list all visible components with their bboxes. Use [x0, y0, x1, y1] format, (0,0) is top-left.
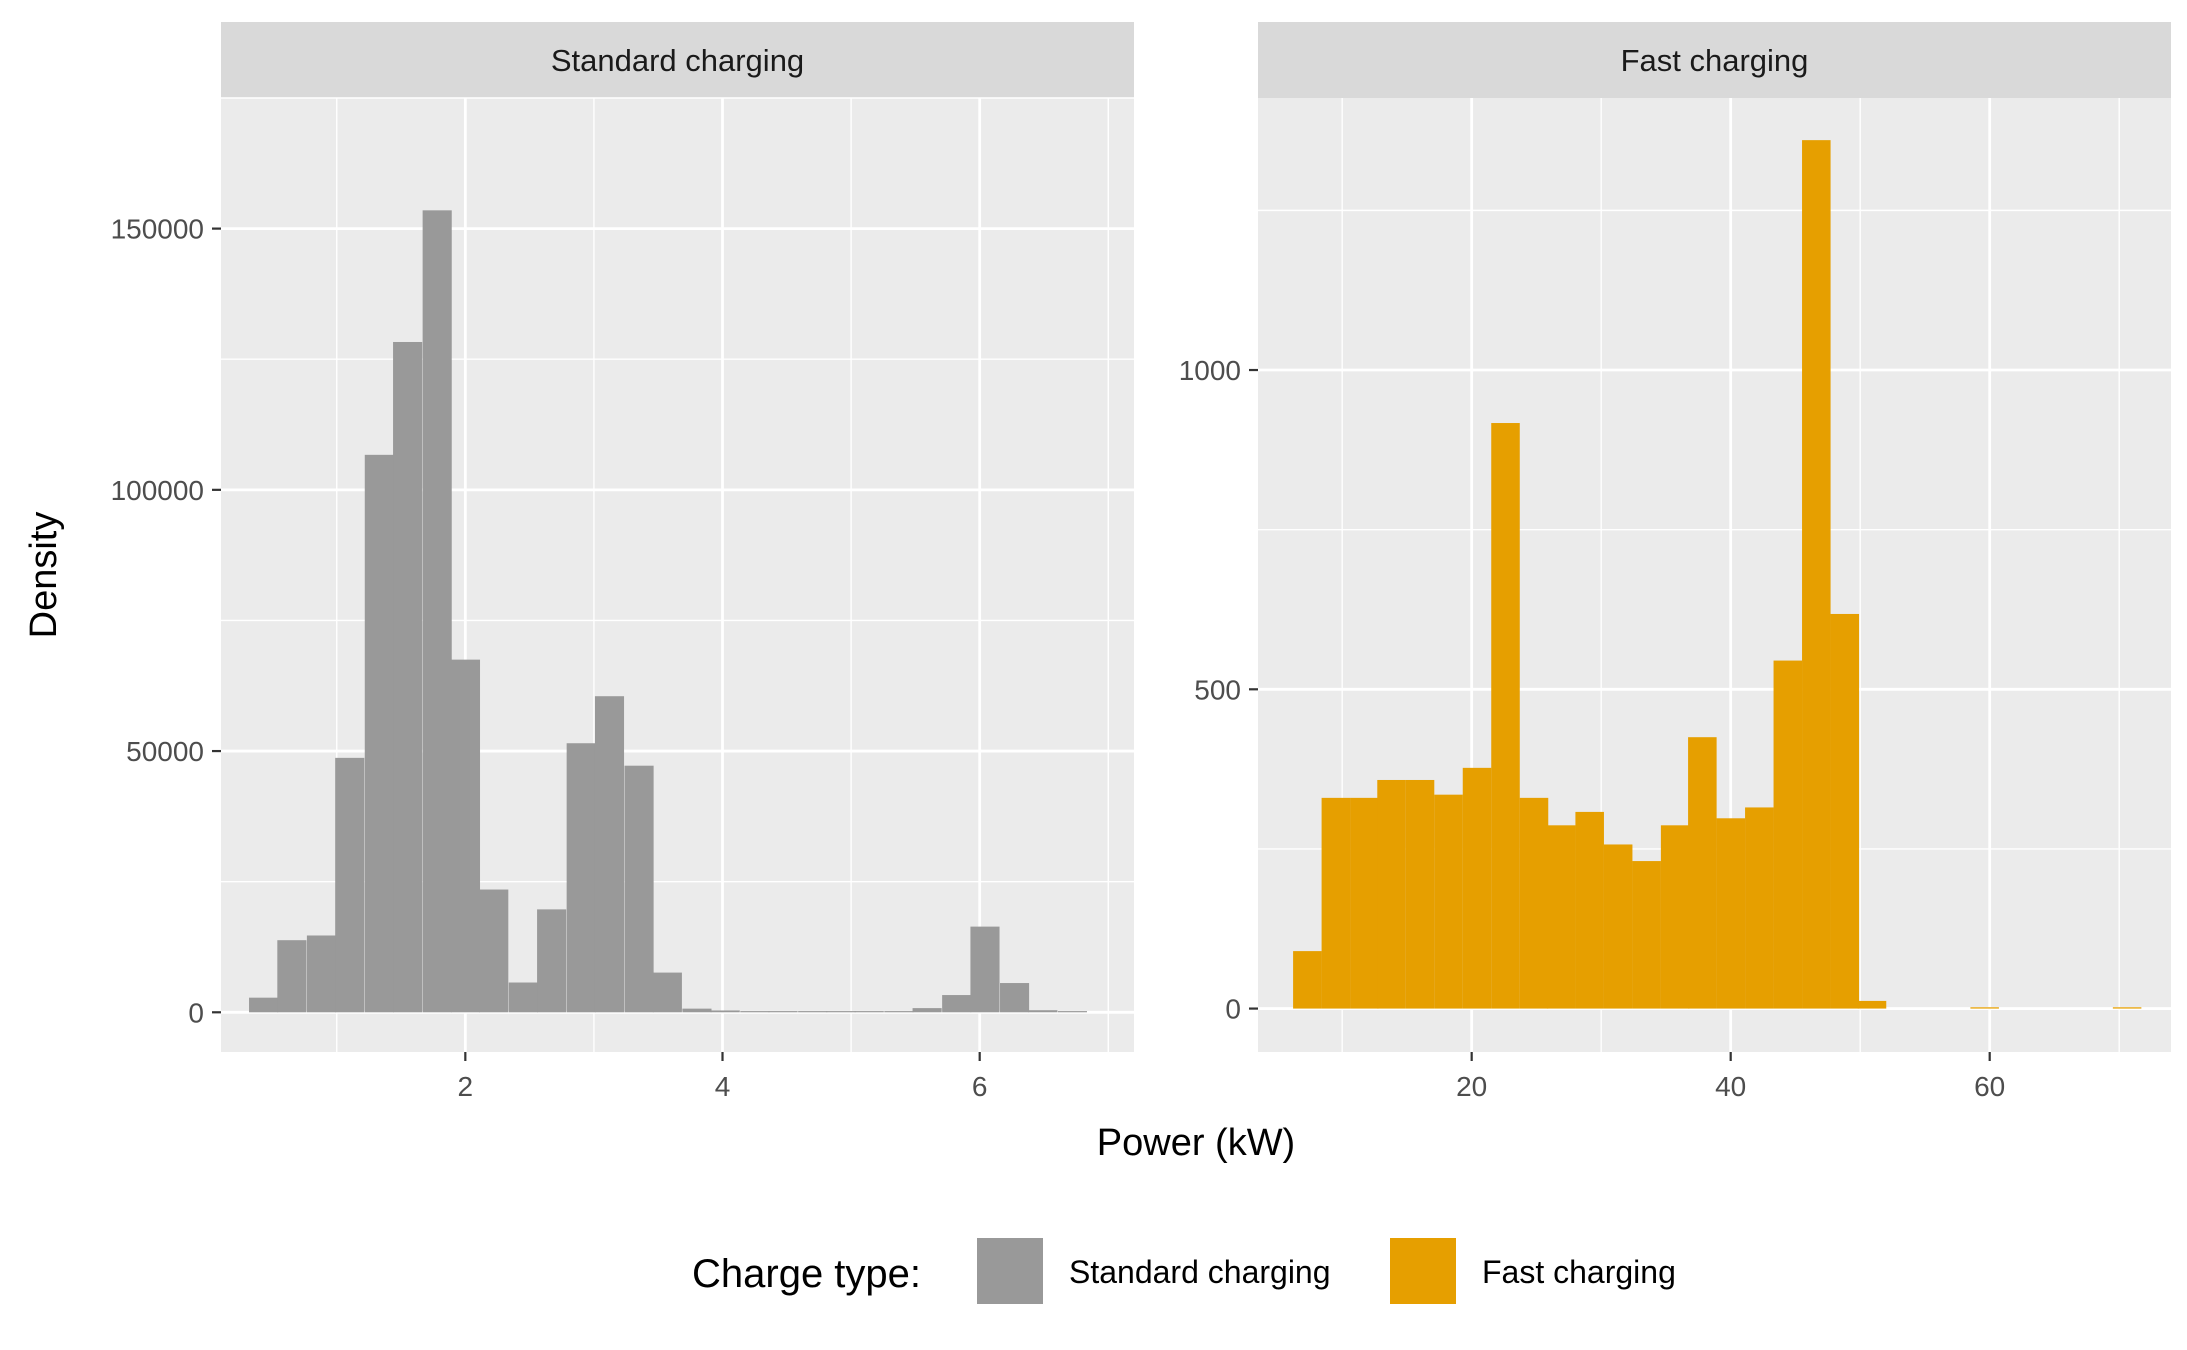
bar-standard-charging-5	[393, 341, 423, 1013]
bar-fast-charging-12	[1632, 861, 1661, 1009]
x-tick-label-standard-charging-2: 2	[458, 1071, 474, 1102]
strip-standard-charging	[221, 22, 1134, 98]
bar-standard-charging-18	[768, 1011, 798, 1013]
y-tick-label-standard-charging-0: 0	[188, 997, 204, 1028]
y-tick-label-standard-charging-100000: 100000	[111, 475, 204, 506]
bar-fast-charging-11	[1603, 844, 1633, 1009]
bar-standard-charging-23	[912, 1008, 942, 1013]
strip-label-standard-charging: Standard charging	[551, 43, 804, 78]
bar-standard-charging-6	[422, 210, 452, 1013]
bar-fast-charging-15	[1716, 818, 1746, 1009]
bar-standard-charging-11	[566, 743, 596, 1013]
panel-standard-charging: Standard charging 2 4 6 0 50000 100000 150000	[111, 22, 1134, 1102]
x-tick-label-standard-charging-4: 4	[715, 1071, 731, 1102]
bar-fast-charging-14	[1688, 737, 1717, 1009]
x-tick-label-standard-charging-6: 6	[972, 1071, 988, 1102]
bars-standard-charging	[249, 210, 1087, 1013]
bar-standard-charging-21	[854, 1011, 884, 1013]
panel-fast-charging: Fast charging 20 40 60 0 500 1000	[1179, 22, 2171, 1102]
bar-standard-charging-4	[364, 454, 394, 1013]
legend-title: Charge type:	[692, 1252, 921, 1296]
bar-fast-charging-8	[1519, 797, 1549, 1009]
bar-standard-charging-8	[479, 889, 509, 1013]
strip-label-fast-charging: Fast charging	[1621, 43, 1809, 78]
bar-fast-charging-7	[1491, 423, 1520, 1009]
bar-standard-charging-26	[1000, 983, 1030, 1013]
x-tick-label-fast-charging-20: 20	[1456, 1071, 1487, 1102]
legend: Charge type: Standard charging Fast char…	[692, 1238, 1676, 1304]
bar-standard-charging-24	[942, 995, 972, 1013]
bar-fast-charging-4	[1405, 779, 1435, 1009]
bar-fast-charging-6	[1462, 767, 1492, 1009]
bar-fast-charging-19	[1830, 613, 1860, 1009]
bar-standard-charging-28	[1057, 1011, 1087, 1013]
y-tick-label-fast-charging-1000: 1000	[1179, 355, 1241, 386]
bar-fast-charging-2	[1350, 797, 1379, 1009]
axes-standard-charging: 2 4 6 0 50000 100000 150000	[111, 214, 988, 1102]
bar-standard-charging-0	[249, 997, 279, 1013]
x-tick-label-fast-charging-60: 60	[1974, 1071, 2005, 1102]
legend-label-standard-charging: Standard charging	[1069, 1254, 1331, 1290]
bar-fast-charging-9	[1546, 825, 1576, 1009]
bar-fast-charging-17	[1773, 660, 1803, 1009]
bar-fast-charging-18	[1802, 140, 1831, 1009]
legend-label-fast-charging: Fast charging	[1482, 1254, 1676, 1290]
y-tick-label-standard-charging-150000: 150000	[111, 214, 204, 245]
axes-fast-charging: 20 40 60 0 500 1000	[1179, 355, 2006, 1102]
bar-fast-charging-21	[1970, 1007, 1999, 1009]
bar-standard-charging-7	[450, 659, 481, 1013]
bar-standard-charging-14	[652, 972, 682, 1013]
bar-standard-charging-10	[537, 909, 567, 1013]
bar-fast-charging-3	[1377, 779, 1406, 1009]
bar-standard-charging-17	[740, 1011, 770, 1013]
bar-standard-charging-3	[335, 757, 365, 1013]
x-axis-title: Power (kW)	[1097, 1122, 1295, 1164]
bar-standard-charging-22	[884, 1011, 914, 1013]
bar-standard-charging-27	[1028, 1010, 1058, 1013]
bar-standard-charging-2	[306, 935, 337, 1013]
bar-standard-charging-15	[682, 1008, 712, 1013]
bars-fast-charging	[1293, 140, 2142, 1009]
bar-standard-charging-9	[508, 982, 538, 1013]
bar-standard-charging-16	[710, 1010, 740, 1013]
bar-fast-charging-5	[1434, 794, 1463, 1009]
strip-fast-charging	[1258, 22, 2171, 98]
bar-fast-charging-1	[1321, 797, 1351, 1009]
y-tick-label-standard-charging-50000: 50000	[126, 736, 204, 767]
bar-fast-charging-20	[1857, 1000, 1887, 1009]
y-tick-label-fast-charging-0: 0	[1225, 994, 1241, 1025]
bar-fast-charging-10	[1575, 811, 1604, 1009]
bar-standard-charging-25	[970, 926, 1000, 1013]
bar-fast-charging-0	[1293, 951, 1322, 1009]
legend-swatch-fast-charging	[1390, 1238, 1456, 1304]
x-tick-label-fast-charging-40: 40	[1715, 1071, 1746, 1102]
bar-fast-charging-16	[1745, 807, 1774, 1009]
bar-fast-charging-22	[2112, 1007, 2142, 1009]
y-tick-label-fast-charging-500: 500	[1194, 674, 1241, 705]
bar-fast-charging-13	[1660, 825, 1690, 1009]
bar-standard-charging-12	[594, 696, 625, 1013]
bar-standard-charging-19	[798, 1011, 828, 1013]
y-axis-title: Density	[23, 512, 65, 639]
bar-standard-charging-1	[277, 940, 307, 1013]
bar-standard-charging-13	[624, 765, 654, 1013]
legend-swatch-standard-charging	[977, 1238, 1043, 1304]
bar-standard-charging-20	[826, 1011, 856, 1013]
